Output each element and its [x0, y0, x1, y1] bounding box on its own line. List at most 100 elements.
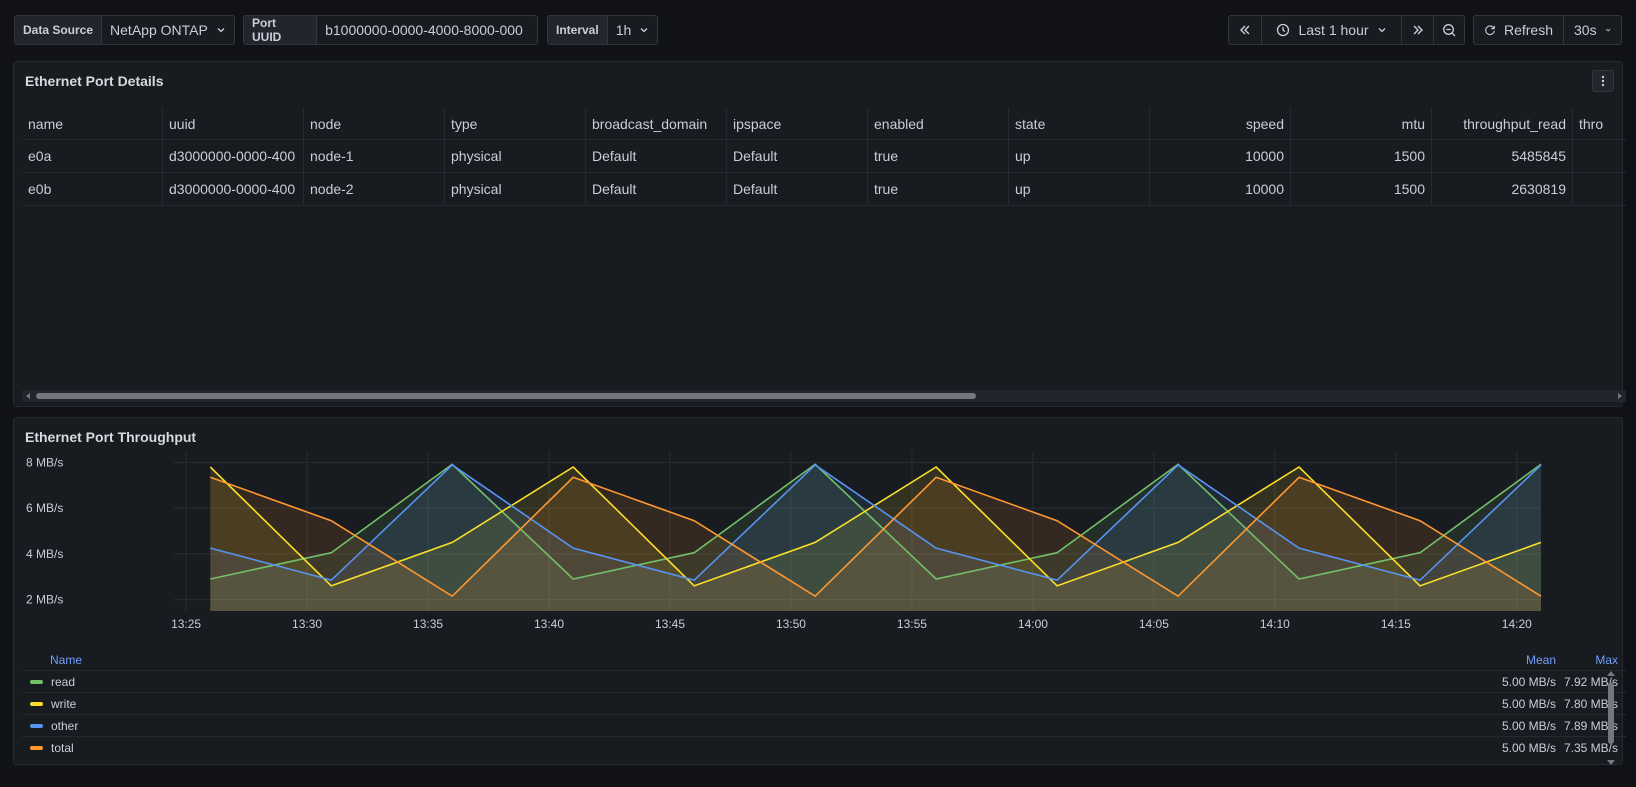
column-header-broadcast-domain[interactable]: broadcast_domain — [586, 108, 727, 139]
time-range-label: Last 1 hour — [1298, 22, 1369, 38]
table-header-row: name uuid node type broadcast_domain ipspace e… — [22, 108, 1626, 140]
y-tick-label: 4 MB/s — [26, 547, 63, 561]
column-header-speed[interactable]: speed — [1150, 108, 1291, 139]
legend-header: Name Mean Max — [22, 650, 1626, 670]
table-cell-name: e0a — [22, 140, 163, 172]
clock-icon — [1277, 23, 1290, 37]
legend-item-name: total — [22, 741, 1486, 755]
series-line-other — [210, 463, 1542, 582]
column-header-thro[interactable]: thro — [1573, 108, 1626, 139]
table-cell-throughput-read: 2630819 — [1432, 173, 1573, 205]
table-row: e0a d3000000-0000-400 node-1 physical Defaul… — [22, 140, 1626, 173]
throughput-chart[interactable]: 2 MB/s 4 MB/s 6 MB/s 8 MB/s 13:25 13:30 13:35 1… — [14, 418, 1622, 650]
legend-vertical-scrollbar[interactable] — [1606, 670, 1616, 766]
legend-mean-value: 5.00 MB/s — [1501, 740, 1556, 755]
table-cell-state: up — [1009, 173, 1150, 205]
column-header-enabled[interactable]: enabled — [868, 108, 1009, 139]
table-cell-name: e0b — [22, 173, 163, 205]
table-cell-uuid: d3000000-0000-400 — [163, 173, 304, 205]
table-cell-thro — [1573, 173, 1626, 205]
time-shift-back-button[interactable] — [1229, 16, 1262, 44]
y-tick-label: 8 MB/s — [26, 455, 63, 469]
legend-series-name: total — [51, 740, 74, 755]
chevron-down-icon — [640, 28, 648, 33]
dashboard-toolbar: Data Source NetApp ONTAP Port UUID b1000… — [0, 0, 1636, 60]
table-cell-type: physical — [445, 173, 586, 205]
legend-max-value: 7.92 MB/s — [1563, 674, 1618, 689]
zoom-out-button[interactable] — [1434, 16, 1464, 44]
time-shift-forward-button[interactable] — [1402, 16, 1434, 44]
legend-mean-value: 5.00 MB/s — [1501, 696, 1556, 711]
legend-item-read[interactable]: read 5.00 MB/s 7.92 MB/s — [22, 670, 1626, 692]
legend-max-value: 7.89 MB/s — [1563, 718, 1618, 733]
series-area-total — [210, 477, 1542, 611]
interval-select[interactable]: 1h — [608, 16, 658, 44]
refresh-label: Refresh — [1503, 22, 1553, 38]
legend-max-value: 7.35 MB/s — [1563, 740, 1618, 755]
legend-series-name: read — [51, 674, 76, 689]
interval-value: 1h — [615, 22, 632, 38]
legend-series-name: other — [51, 718, 79, 733]
series-area-write — [210, 467, 1542, 611]
table-cell-state: up — [1009, 140, 1150, 172]
datasource-variable: Data Source NetApp ONTAP — [14, 15, 235, 45]
table-cell-broadcast-domain: Default — [586, 140, 727, 172]
legend-header-max[interactable]: Max — [1595, 653, 1618, 667]
interval-label: Interval — [548, 16, 608, 44]
column-header-name[interactable]: name — [22, 108, 163, 139]
x-tick-label: 13:35 — [413, 617, 443, 631]
x-tick-label: 14:05 — [1139, 617, 1169, 631]
refresh-button[interactable]: Refresh — [1474, 16, 1564, 44]
legend-swatch — [30, 745, 43, 750]
column-header-ipspace[interactable]: ipspace — [727, 108, 868, 139]
column-header-mtu[interactable]: mtu — [1291, 108, 1432, 139]
ethernet-port-table: name uuid node type broadcast_domain ipspace e… — [22, 108, 1626, 408]
legend-header-name[interactable]: Name — [50, 653, 83, 667]
panel-title: Ethernet Port Details — [25, 73, 164, 89]
time-range-picker[interactable]: Last 1 hour — [1262, 16, 1402, 44]
port-uuid-input[interactable]: b1000000-0000-4000-8000-000 — [325, 22, 523, 38]
legend-item-name: read — [22, 675, 1486, 689]
legend-item-other[interactable]: other 5.00 MB/s 7.89 MB/s — [22, 714, 1626, 736]
scroll-left-icon[interactable] — [24, 392, 32, 400]
table-cell-node: node-1 — [304, 140, 445, 172]
column-header-state[interactable]: state — [1009, 108, 1150, 139]
legend-item-name: other — [22, 719, 1486, 733]
datasource-label: Data Source — [15, 16, 103, 44]
legend-mean-value: 5.00 MB/s — [1501, 674, 1556, 689]
table-cell-enabled: true — [868, 140, 1009, 172]
kebab-menu-icon — [1601, 75, 1605, 87]
chevron-down-icon — [1605, 28, 1611, 32]
column-header-throughput-read[interactable]: throughput_read — [1432, 108, 1573, 139]
datasource-select[interactable]: NetApp ONTAP — [102, 16, 234, 44]
column-header-node[interactable]: node — [304, 108, 445, 139]
table-cell-ipspace: Default — [727, 173, 868, 205]
legend-swatch — [30, 723, 43, 728]
port-uuid-label: Port UUID — [244, 16, 318, 44]
legend-series-name: write — [51, 696, 77, 711]
ethernet-port-throughput-panel: Ethernet Port Throughput 2 MB/s 4 MB/s 6 M… — [13, 417, 1626, 766]
interval-variable: Interval 1h — [547, 15, 659, 45]
panel-menu-button[interactable] — [1592, 70, 1614, 92]
table-row: e0b d3000000-0000-400 node-2 physical Defaul… — [22, 173, 1626, 206]
horizontal-scrollbar-thumb[interactable] — [36, 393, 976, 399]
table-cell-enabled: true — [868, 173, 1009, 205]
horizontal-scrollbar[interactable] — [22, 390, 1626, 402]
column-header-uuid[interactable]: uuid — [163, 108, 304, 139]
series-line-total — [210, 476, 1542, 598]
legend-item-write[interactable]: write 5.00 MB/s 7.80 MB/s — [22, 692, 1626, 714]
refresh-interval-select[interactable]: 30s — [1564, 16, 1621, 44]
table-cell-type: physical — [445, 140, 586, 172]
ethernet-port-details-panel: Ethernet Port Details name uuid node type br… — [13, 61, 1626, 408]
table-cell-broadcast-domain: Default — [586, 173, 727, 205]
refresh-icon — [1485, 25, 1495, 36]
table-cell-mtu: 1500 — [1291, 140, 1432, 172]
legend-header-mean[interactable]: Mean — [1525, 653, 1556, 667]
legend-item-total[interactable]: total 5.00 MB/s 7.35 MB/s — [22, 736, 1626, 758]
refresh-group: Refresh 30s — [1473, 15, 1622, 45]
series-area-other — [210, 464, 1542, 611]
column-header-type[interactable]: type — [445, 108, 586, 139]
chevrons-right-icon — [1413, 25, 1423, 35]
x-tick-label: 14:00 — [1018, 617, 1048, 631]
scroll-right-icon[interactable] — [1616, 392, 1624, 400]
